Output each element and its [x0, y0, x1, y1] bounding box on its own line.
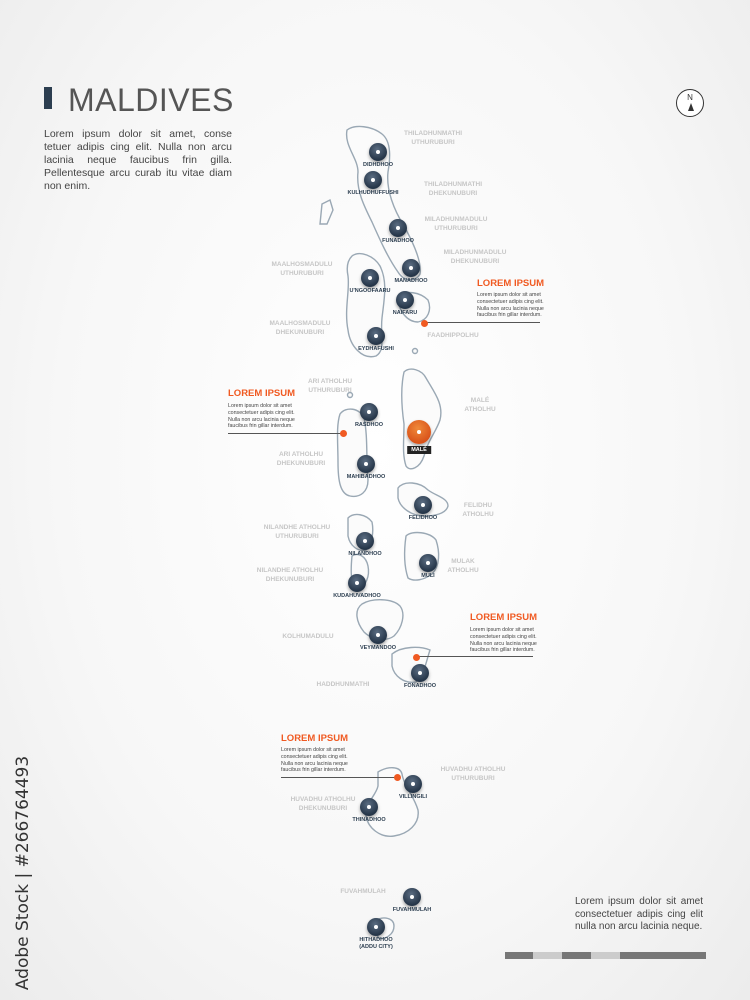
- region-label: HUVADHU ATHOLHU UTHURUBURI: [440, 766, 506, 782]
- region-label: ARI ATHOLHU UTHURUBURI: [307, 378, 353, 394]
- city-label: RASDHOO: [354, 422, 384, 428]
- city-label: NAIFARU: [392, 310, 418, 316]
- city-label: HITHADHOO (ADDU CITY): [359, 937, 393, 950]
- island-small-dot: [411, 347, 419, 355]
- region-label: MAALHOSMADULU DHEKUNUBURI: [269, 320, 331, 336]
- city-label: NILANDHOO: [348, 551, 382, 557]
- city-label: KULHUDHUFFUSHI: [347, 190, 399, 196]
- callout-title: LOREM IPSUM: [477, 278, 545, 289]
- city-label: FONADHOO: [403, 683, 437, 689]
- callout-line: [281, 777, 397, 778]
- region-label: MILADHUNMADULU DHEKUNUBURI: [443, 249, 507, 265]
- city-marker[interactable]: [403, 888, 421, 906]
- compass-icon: N: [676, 89, 704, 117]
- callout-title: LOREM IPSUM: [470, 612, 538, 623]
- city-marker[interactable]: [369, 626, 387, 644]
- region-label: ARI ATHOLHU DHEKUNUBURI: [276, 451, 326, 467]
- page-title: MALDIVES: [68, 82, 234, 118]
- city-label: U'NGOOFAARU: [349, 288, 391, 294]
- city-label: FELIDHOO: [408, 515, 438, 521]
- callout-dot: [339, 429, 347, 437]
- compass-label: N: [687, 93, 693, 102]
- city-label: EYDHAFUSHI: [358, 346, 394, 352]
- region-label: THILADHUNMATHI UTHURUBURI: [403, 130, 463, 146]
- region-label: MALÉ ATHOLHU: [464, 397, 496, 413]
- callout-line: [416, 656, 533, 657]
- city-marker[interactable]: [357, 455, 375, 473]
- callout-text: Lorem ipsum dolor sit amet consectetuer …: [281, 747, 348, 774]
- stock-watermark: Adobe Stock | #266764493: [13, 755, 33, 989]
- city-marker[interactable]: [367, 918, 385, 936]
- intro-text: Lorem ipsum dolor sit amet, conse tetuer…: [44, 128, 232, 192]
- island-thiladhunmathi: [345, 125, 421, 281]
- region-label: MULAK ATHOLHU: [447, 558, 479, 574]
- city-marker[interactable]: [414, 496, 432, 514]
- city-marker[interactable]: [402, 259, 420, 277]
- island-kolhumadulu: [356, 599, 404, 641]
- capital-marker[interactable]: [407, 420, 431, 444]
- callout-line: [424, 322, 540, 323]
- region-label: THILADHUNMATHI DHEKUNUBURI: [423, 181, 483, 197]
- city-marker[interactable]: [361, 269, 379, 287]
- capital-label: MALÉ: [407, 446, 431, 454]
- city-label: THINADHOO: [352, 817, 386, 823]
- region-label: MILADHUNMADULU UTHURUBURI: [424, 216, 488, 232]
- scale-bar-segment: [591, 952, 620, 959]
- scale-bar-segment: [620, 952, 706, 959]
- city-label: FUNADHOO: [382, 238, 414, 244]
- region-label: NILANDHE ATHOLHU DHEKUNUBURI: [256, 567, 324, 583]
- callout-dot: [393, 773, 401, 781]
- city-marker[interactable]: [419, 554, 437, 572]
- north-arrow-icon: [688, 103, 694, 111]
- city-marker[interactable]: [389, 219, 407, 237]
- callout-title: LOREM IPSUM: [228, 388, 296, 399]
- region-label: NILANDHE ATHOLHU UTHURUBURI: [263, 524, 331, 540]
- city-label: FUVAHMULAH: [392, 907, 432, 913]
- city-label: MAHIBADHOO: [346, 474, 386, 480]
- city-marker[interactable]: [356, 532, 374, 550]
- city-label: MULI: [421, 573, 435, 579]
- callout-text: Lorem ipsum dolor sit amet consectetuer …: [477, 292, 544, 319]
- callout-dot: [420, 319, 428, 327]
- island-small-west: [319, 199, 334, 225]
- scale-bar-segment: [533, 952, 562, 959]
- region-label: HUVADHU ATHOLHU DHEKUNUBURI: [290, 796, 356, 812]
- region-label: HADDHUNMATHI: [316, 681, 370, 688]
- region-label: MAALHOSMADULU UTHURUBURI: [271, 261, 333, 277]
- title-accent-bar: [44, 87, 52, 109]
- city-marker[interactable]: [369, 143, 387, 161]
- callout-text: Lorem ipsum dolor sit amet consectetuer …: [228, 403, 295, 430]
- city-label: VEYMANDOO: [359, 645, 397, 651]
- region-label: FUVAHMULAH: [340, 888, 386, 895]
- island-small-dot-ari: [346, 391, 354, 399]
- city-marker[interactable]: [367, 327, 385, 345]
- region-label: FELIDHU ATHOLHU: [462, 502, 494, 518]
- city-marker[interactable]: [411, 664, 429, 682]
- scale-bar-segment: [505, 952, 533, 959]
- callout-dot: [412, 653, 420, 661]
- footer-text: Lorem ipsum dolor sit amet consectetuer …: [575, 896, 703, 932]
- region-label: KOLHUMADULU: [282, 633, 334, 640]
- callout-text: Lorem ipsum dolor sit amet consectetuer …: [470, 627, 537, 654]
- region-label: FAADHIPPOLHU: [427, 332, 479, 339]
- island-male: [401, 368, 442, 470]
- city-label: KUDAHUVADHOO: [333, 593, 381, 599]
- city-marker[interactable]: [348, 574, 366, 592]
- city-marker[interactable]: [360, 403, 378, 421]
- city-marker[interactable]: [360, 798, 378, 816]
- city-label: MANADHOO: [394, 278, 428, 284]
- city-marker[interactable]: [396, 291, 414, 309]
- callout-title: LOREM IPSUM: [281, 733, 349, 744]
- city-label: DIDHDHOO: [363, 162, 393, 168]
- watermark-text: Adobe Stock | #266764493: [13, 755, 33, 990]
- callout-line: [228, 433, 343, 434]
- city-marker[interactable]: [404, 775, 422, 793]
- city-label: VILLINGILI: [398, 794, 428, 800]
- scale-bar-segment: [562, 952, 591, 959]
- city-marker[interactable]: [364, 171, 382, 189]
